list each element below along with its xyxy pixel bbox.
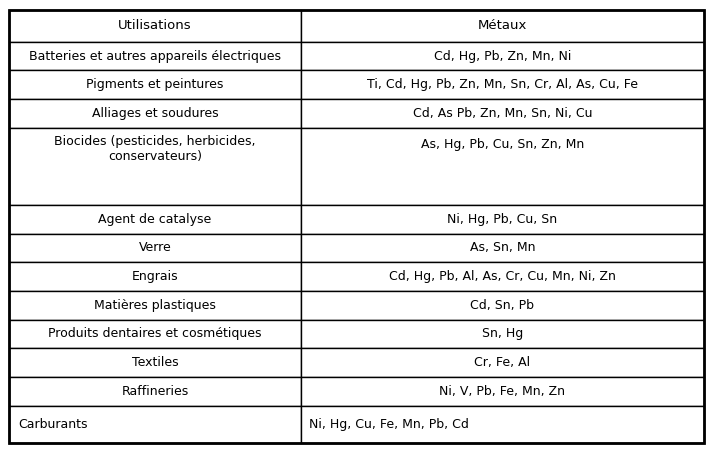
Bar — [9, 405, 301, 443]
Text: Métaux: Métaux — [478, 19, 527, 32]
Text: Textiles: Textiles — [132, 356, 178, 369]
Bar — [9, 291, 301, 319]
Text: Cd, As Pb, Zn, Mn, Sn, Ni, Cu: Cd, As Pb, Zn, Mn, Sn, Ni, Cu — [413, 107, 592, 120]
Bar — [301, 377, 704, 405]
Bar — [301, 42, 704, 70]
Bar — [9, 234, 301, 262]
Text: Pigments et peintures: Pigments et peintures — [86, 78, 224, 91]
Text: Agent de catalyse: Agent de catalyse — [98, 213, 212, 226]
Text: Alliages et soudures: Alliages et soudures — [92, 107, 218, 120]
Bar — [301, 262, 704, 291]
Text: As, Hg, Pb, Cu, Sn, Zn, Mn: As, Hg, Pb, Cu, Sn, Zn, Mn — [421, 138, 584, 151]
Bar — [9, 377, 301, 405]
Text: Matières plastiques: Matières plastiques — [94, 299, 216, 312]
Text: Ti, Cd, Hg, Pb, Zn, Mn, Sn, Cr, Al, As, Cu, Fe: Ti, Cd, Hg, Pb, Zn, Mn, Sn, Cr, Al, As, … — [366, 78, 638, 91]
Bar — [301, 319, 704, 348]
Text: Verre: Verre — [139, 241, 172, 255]
Text: Cd, Hg, Pb, Zn, Mn, Ni: Cd, Hg, Pb, Zn, Mn, Ni — [434, 49, 571, 63]
Text: Cr, Fe, Al: Cr, Fe, Al — [474, 356, 530, 369]
Text: Utilisations: Utilisations — [118, 19, 192, 32]
Bar — [301, 99, 704, 128]
Bar — [301, 291, 704, 319]
Bar — [9, 319, 301, 348]
Text: Engrais: Engrais — [132, 270, 178, 283]
Bar — [301, 234, 704, 262]
Bar — [9, 10, 301, 42]
Text: Ni, V, Pb, Fe, Mn, Zn: Ni, V, Pb, Fe, Mn, Zn — [439, 385, 565, 398]
Text: Carburants: Carburants — [18, 418, 87, 431]
Text: Sn, Hg: Sn, Hg — [482, 328, 523, 340]
Text: As, Sn, Mn: As, Sn, Mn — [470, 241, 535, 255]
Bar — [9, 348, 301, 377]
Text: Cd, Hg, Pb, Al, As, Cr, Cu, Mn, Ni, Zn: Cd, Hg, Pb, Al, As, Cr, Cu, Mn, Ni, Zn — [389, 270, 616, 283]
Bar — [301, 70, 704, 99]
Text: Ni, Hg, Pb, Cu, Sn: Ni, Hg, Pb, Cu, Sn — [447, 213, 558, 226]
Text: Biocides (pesticides, herbicides,
conservateurs): Biocides (pesticides, herbicides, conser… — [54, 135, 256, 164]
Bar — [9, 99, 301, 128]
Bar — [301, 205, 704, 234]
Bar — [9, 70, 301, 99]
Bar — [301, 405, 704, 443]
Bar — [9, 42, 301, 70]
Text: Produits dentaires et cosmétiques: Produits dentaires et cosmétiques — [48, 328, 262, 340]
Bar — [9, 128, 301, 205]
Bar — [9, 205, 301, 234]
Text: Batteries et autres appareils électriques: Batteries et autres appareils électrique… — [29, 49, 281, 63]
Bar — [301, 10, 704, 42]
Text: Cd, Sn, Pb: Cd, Sn, Pb — [471, 299, 534, 312]
Bar — [9, 262, 301, 291]
Bar — [301, 348, 704, 377]
Text: Ni, Hg, Cu, Fe, Mn, Pb, Cd: Ni, Hg, Cu, Fe, Mn, Pb, Cd — [309, 418, 469, 431]
Bar — [301, 128, 704, 205]
Text: Raffineries: Raffineries — [121, 385, 189, 398]
